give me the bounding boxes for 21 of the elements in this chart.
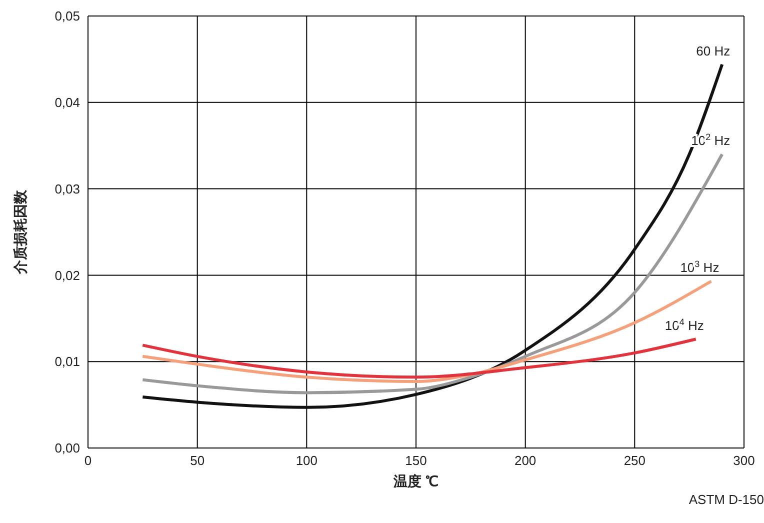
x-tick-label: 50: [190, 453, 205, 468]
x-tick-label: 300: [733, 453, 755, 468]
y-tick-label: 0,05: [54, 8, 80, 24]
y-axis-title: 介质损耗因数: [12, 189, 28, 275]
line-series: [141, 152, 724, 394]
x-tick-label: 0: [84, 453, 92, 468]
line-series: [141, 338, 698, 379]
y-tick-label: 0,03: [54, 181, 80, 196]
series-label: 60 Hz: [696, 43, 730, 58]
y-tick-label: 0,04: [54, 95, 80, 110]
y-tick-label: 0,00: [54, 440, 80, 456]
x-tick-label: 150: [405, 453, 427, 468]
y-tick-label: 0,01: [54, 354, 80, 370]
text: ASTM D-150: [688, 492, 764, 507]
y-tick-label: 0,02: [54, 268, 80, 283]
series-label: 10$^{3}$ Hz: [680, 259, 720, 276]
x-tick-label: 100: [296, 453, 318, 468]
x-tick-label: 200: [514, 453, 536, 468]
x-tick-label: 250: [624, 453, 646, 468]
line-series: [141, 280, 713, 383]
x-axis-title: 温度 ℃: [392, 473, 438, 489]
